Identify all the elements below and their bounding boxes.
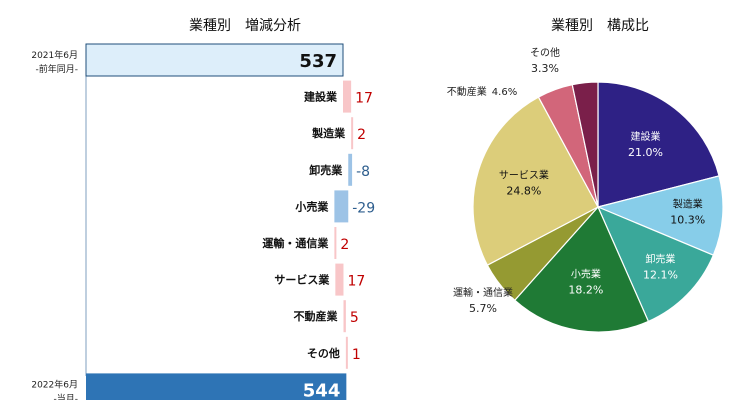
end-label-date: 2022年6月 <box>31 378 78 390</box>
pie-label-value: 10.3% <box>670 213 705 226</box>
pie-label-value: 12.1% <box>643 268 678 281</box>
start-label-note: -前年同月- <box>36 63 79 75</box>
waterfall-category-label: サービス業 <box>274 273 330 287</box>
pie-slice-1 <box>597 81 720 208</box>
waterfall-title: 業種別 増減分析 <box>189 17 301 34</box>
pie-label-value: 24.8% <box>506 184 541 197</box>
pie-slice-4 <box>513 205 650 333</box>
waterfall-chart: 537 2021年6月 -前年同月- 建設業 17 製造業 2 卸売業 -8 小売業 -29 運輸・通… <box>31 43 375 400</box>
pie-label-name: 不動産業 <box>447 85 487 98</box>
waterfall-value-label: -29 <box>352 200 375 216</box>
pie-slice-3 <box>596 205 715 323</box>
start-label-date: 2021年6月 <box>31 49 78 61</box>
waterfall-value-label: 17 <box>347 274 365 290</box>
waterfall-category-label: 卸売業 <box>309 163 343 177</box>
pie-title: 業種別 構成比 <box>551 18 649 34</box>
pie-chart: 建設業 21.0% 製造業 10.3% 卸売業 12.1% 小売業 18.2% 運輸・通信業 5.… <box>447 46 724 333</box>
waterfall-category-label: その他 <box>307 346 340 360</box>
waterfall-value-label: 1 <box>352 347 361 363</box>
pie-label-name: 運輸・通信業 <box>453 286 513 299</box>
pie-slice-8 <box>571 81 599 208</box>
pie-slice-2 <box>596 175 724 256</box>
waterfall-bar-2 <box>351 117 354 150</box>
waterfall-category-label: 小売業 <box>294 199 329 213</box>
pie-label-name: その他 <box>530 46 560 59</box>
waterfall-category-label: 運輸・通信業 <box>262 236 329 250</box>
end-value-label: 544 <box>303 380 341 400</box>
start-bar <box>85 43 344 77</box>
waterfall-bar-5 <box>334 227 337 259</box>
waterfall-value-label: 5 <box>350 310 359 326</box>
pie-label-name: 製造業 <box>673 197 703 210</box>
waterfall-bar-1 <box>343 80 352 113</box>
waterfall-category-label: 製造業 <box>311 126 346 140</box>
waterfall-value-label: -8 <box>356 164 370 180</box>
waterfall-bar-7 <box>343 300 346 333</box>
waterfall-category-label: 建設業 <box>304 90 338 104</box>
pie-label-value: 4.6% <box>492 87 517 98</box>
start-value-label: 537 <box>299 51 337 72</box>
waterfall-value-label: 2 <box>357 127 366 143</box>
end-bar <box>86 373 347 400</box>
pie-label-value: 21.0% <box>628 146 663 159</box>
pie-label-name: サービス業 <box>499 168 549 181</box>
pie-label-name: 建設業 <box>631 130 661 143</box>
pie-label-value: 5.7% <box>469 302 497 315</box>
waterfall-bar-3 <box>348 153 353 186</box>
waterfall-value-label: 2 <box>340 237 349 253</box>
pie-label-name: 卸売業 <box>645 252 675 265</box>
waterfall-value-label: 17 <box>355 91 373 107</box>
pie-label-value: 18.2% <box>568 284 603 297</box>
pie-label-name: 小売業 <box>571 268 601 281</box>
waterfall-bar-6 <box>335 263 344 296</box>
waterfall-bar-8 <box>345 336 348 369</box>
pie-label-7: 不動産業 4.6% <box>447 85 517 98</box>
waterfall-category-label: 不動産業 <box>293 309 338 323</box>
end-label-note: -当月- <box>54 392 79 400</box>
pie-label-value: 3.3% <box>531 62 559 75</box>
waterfall-bar-4 <box>334 190 349 223</box>
pie-slice-6 <box>472 96 599 266</box>
